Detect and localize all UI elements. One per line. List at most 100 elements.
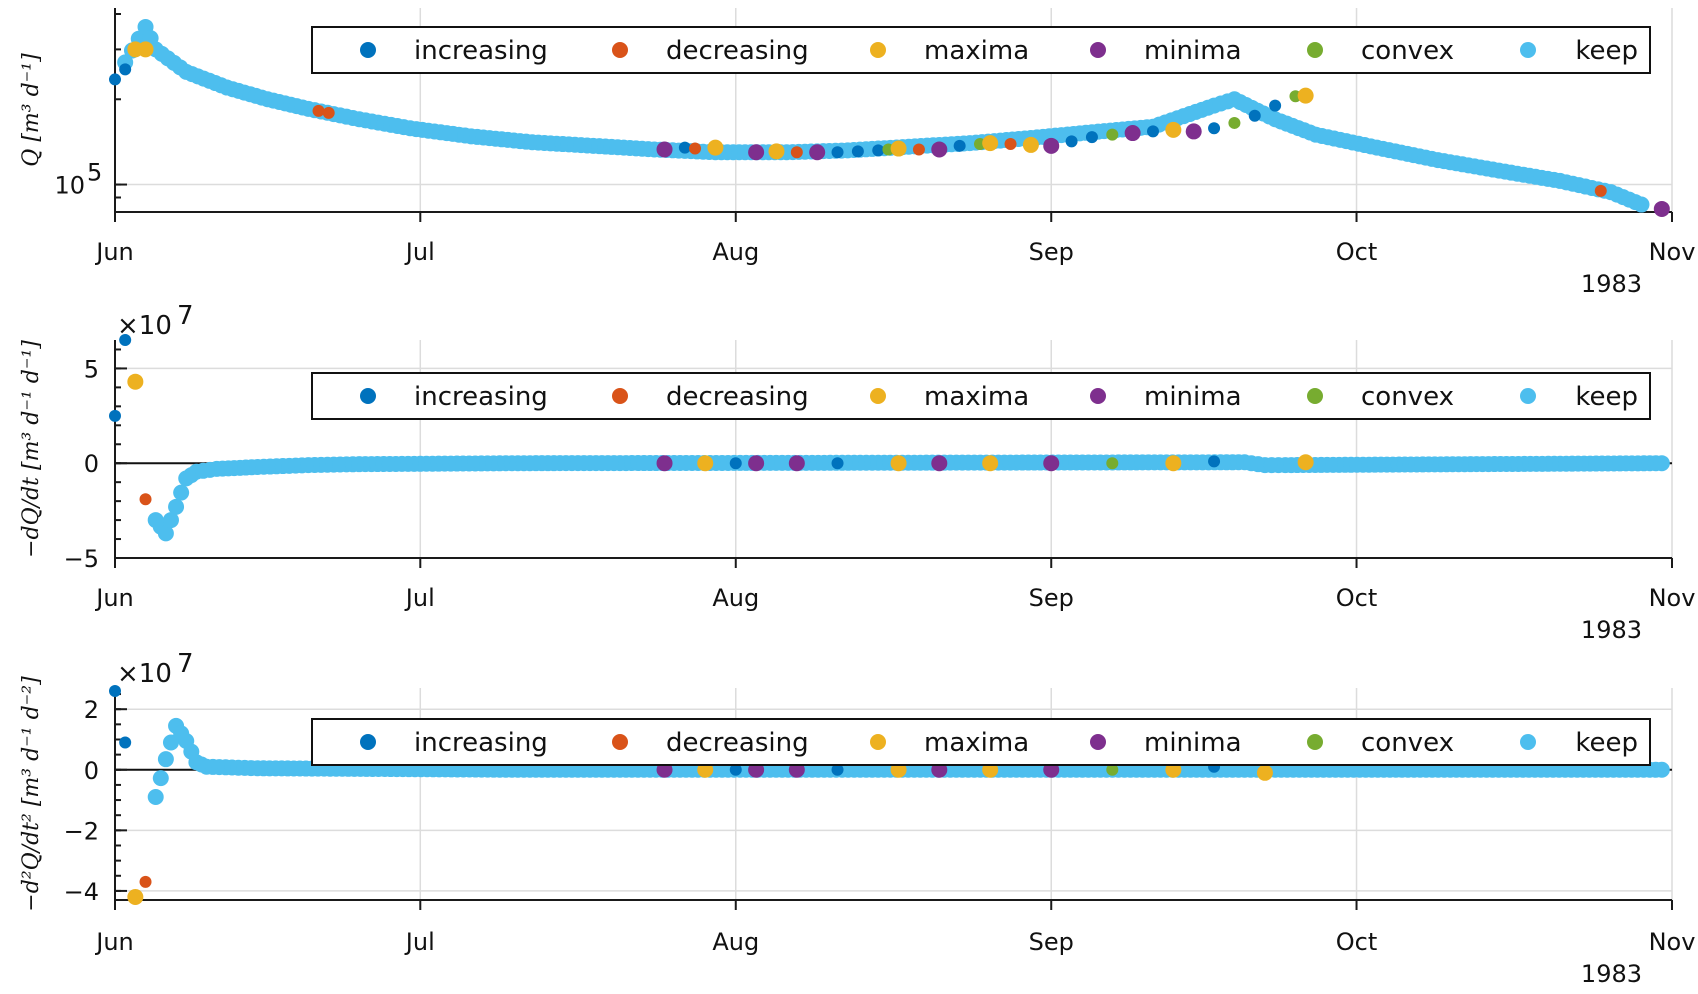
- minima-point: [931, 455, 948, 472]
- legend-label-convex: convex: [1361, 36, 1454, 66]
- keep-point: [157, 751, 174, 768]
- x-tick-label: Nov: [1649, 238, 1696, 266]
- x-tick-label: Jun: [94, 584, 134, 612]
- minima-point: [1043, 137, 1060, 154]
- x-tick-label: Jun: [94, 238, 134, 266]
- increasing-point: [109, 685, 121, 698]
- legend-marker-increasing: [360, 388, 376, 404]
- maxima-point: [982, 135, 999, 152]
- y-tick-label: 0: [84, 450, 99, 478]
- legend-label-convex: convex: [1361, 382, 1454, 412]
- legend-label-maxima: maxima: [924, 728, 1029, 758]
- legend-marker-convex: [1307, 734, 1323, 750]
- keep-series: [147, 454, 1670, 542]
- minima-point: [809, 144, 826, 161]
- legend-marker-keep: [1520, 388, 1536, 404]
- maxima-point: [1297, 87, 1314, 104]
- legend-box: [311, 26, 1651, 74]
- keep-point: [173, 484, 190, 501]
- keep-point: [162, 734, 179, 751]
- y-tick-label: 0: [84, 757, 99, 785]
- convex-point: [1228, 116, 1241, 129]
- convex-point: [1106, 457, 1119, 470]
- decreasing-point: [139, 875, 152, 888]
- minima-point: [748, 144, 765, 161]
- increasing-point: [831, 763, 844, 776]
- minima-point: [788, 455, 805, 472]
- minima-point: [748, 455, 765, 472]
- legend-marker-keep: [1520, 42, 1536, 58]
- legend-label-increasing: increasing: [414, 382, 548, 412]
- x-tick-label: Jul: [404, 928, 435, 956]
- minima-point: [1043, 455, 1060, 472]
- maxima-point: [137, 41, 154, 58]
- legend-marker-decreasing: [612, 388, 628, 404]
- minima-point: [1653, 200, 1670, 217]
- decreasing-point: [139, 493, 152, 506]
- increasing-point: [119, 63, 132, 76]
- increasing-point: [1085, 131, 1098, 144]
- x-tick-label: Sep: [1029, 584, 1074, 612]
- increasing-point: [1248, 109, 1261, 122]
- decreasing-point: [1594, 184, 1607, 197]
- increasing-point: [109, 409, 121, 422]
- convex-point: [1106, 128, 1119, 141]
- increasing-point: [953, 139, 966, 152]
- legend: increasing decreasing maxima minima convex ke…: [311, 718, 1651, 766]
- year-label: 1983: [1581, 960, 1642, 988]
- x-tick-label: Oct: [1336, 928, 1378, 956]
- classified-points: [109, 41, 1670, 217]
- year-label: 1983: [1581, 270, 1642, 298]
- increasing-point: [119, 334, 132, 346]
- legend-marker-maxima: [870, 388, 886, 404]
- maxima-point: [707, 139, 724, 156]
- increasing-point: [1208, 122, 1221, 135]
- x-tick-label: Aug: [712, 238, 759, 266]
- legend-label-increasing: increasing: [414, 728, 548, 758]
- x-tick-label: Nov: [1649, 584, 1696, 612]
- legend-label-maxima: maxima: [924, 382, 1029, 412]
- legend-label-decreasing: decreasing: [666, 36, 809, 66]
- maxima-point: [127, 373, 144, 390]
- y-tick-label: 10: [54, 172, 85, 200]
- decreasing-point: [790, 146, 803, 159]
- year-label: 1983: [1581, 616, 1642, 644]
- legend-label-keep: keep: [1575, 728, 1638, 758]
- minima-point: [931, 141, 948, 158]
- maxima-point: [1297, 454, 1314, 471]
- x-tick-label: Jul: [404, 238, 435, 266]
- x-tick-label: Oct: [1336, 584, 1378, 612]
- y-tick-exponent: 5: [87, 159, 102, 187]
- x-tick-label: Nov: [1649, 928, 1696, 956]
- maxima-point: [127, 888, 144, 905]
- keep-point: [1653, 761, 1670, 778]
- maxima-point: [697, 455, 714, 472]
- y-exponent-power: 7: [177, 649, 194, 679]
- x-tick-label: Jun: [94, 928, 134, 956]
- legend-marker-maxima: [870, 42, 886, 58]
- legend-label-minima: minima: [1144, 728, 1242, 758]
- maxima-point: [1165, 121, 1182, 138]
- y-tick-label: −4: [64, 878, 99, 906]
- x-tick-label: Sep: [1029, 238, 1074, 266]
- maxima-point: [982, 455, 999, 472]
- legend: increasing decreasing maxima minima convex ke…: [311, 372, 1651, 420]
- legend-marker-decreasing: [612, 734, 628, 750]
- maxima-point: [1165, 455, 1182, 472]
- keep-point: [147, 789, 164, 806]
- decreasing-point: [689, 142, 702, 155]
- keep-point: [1633, 196, 1650, 213]
- decreasing-point: [322, 106, 335, 119]
- increasing-point: [109, 73, 121, 86]
- increasing-point: [678, 141, 691, 154]
- increasing-point: [831, 146, 844, 159]
- maxima-point: [890, 140, 907, 157]
- x-tick-label: Jul: [404, 584, 435, 612]
- keep-point: [168, 498, 185, 515]
- legend-marker-minima: [1090, 734, 1106, 750]
- y-exponent-label: ×10: [117, 659, 172, 689]
- legend-label-decreasing: decreasing: [666, 728, 809, 758]
- increasing-point: [851, 145, 864, 158]
